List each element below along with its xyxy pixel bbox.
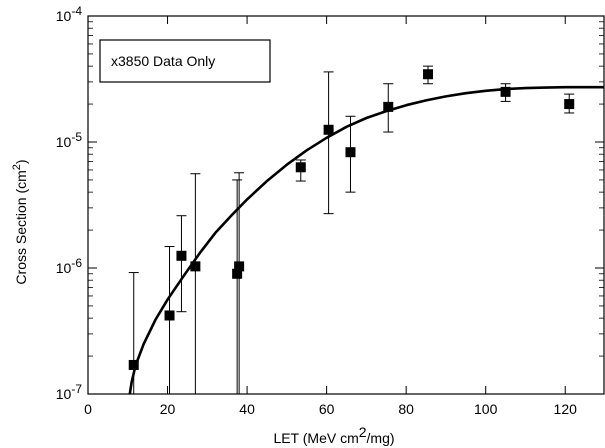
data-point	[323, 124, 334, 135]
x-tick-label: 40	[239, 401, 255, 417]
x-axis-label: LET (MeV cm2/mg)	[273, 424, 394, 446]
x-tick-label: 100	[474, 401, 498, 417]
data-point	[190, 261, 201, 272]
data-point	[500, 86, 511, 97]
data-point	[128, 359, 139, 370]
y-tick-label: 10-4	[56, 4, 83, 24]
legend: x3850 Data Only	[99, 39, 271, 83]
y-tick-label: 10-7	[56, 382, 83, 402]
y-tick-label: 10-5	[56, 130, 83, 150]
curve-layer	[128, 85, 604, 395]
data-point	[164, 310, 175, 321]
data-point	[383, 101, 394, 112]
data-point	[232, 268, 243, 279]
y-axis-label: Cross Section (cm2)	[11, 159, 29, 284]
y-tick-label: 10-6	[56, 256, 83, 276]
x-tick-label: 20	[160, 401, 176, 417]
x-tick-label: 80	[398, 401, 414, 417]
x-tick-label: 120	[554, 401, 578, 417]
legend-text: x3850 Data Only	[111, 53, 215, 69]
plot-frame	[87, 15, 605, 395]
data-point	[234, 261, 245, 272]
data-point	[295, 162, 306, 173]
data-point	[176, 250, 187, 261]
x-tick-label: 0	[84, 401, 92, 417]
data-point	[345, 147, 356, 158]
x-tick-label: 60	[319, 401, 335, 417]
legend-box	[99, 39, 271, 83]
data-point	[564, 99, 575, 110]
ticks-layer: 0 20 40 60 80 100 120 10-7 10-6 10-5 10-4	[56, 4, 604, 417]
data-point	[423, 69, 434, 80]
fit-curve	[128, 85, 604, 395]
points-layer	[128, 65, 575, 394]
